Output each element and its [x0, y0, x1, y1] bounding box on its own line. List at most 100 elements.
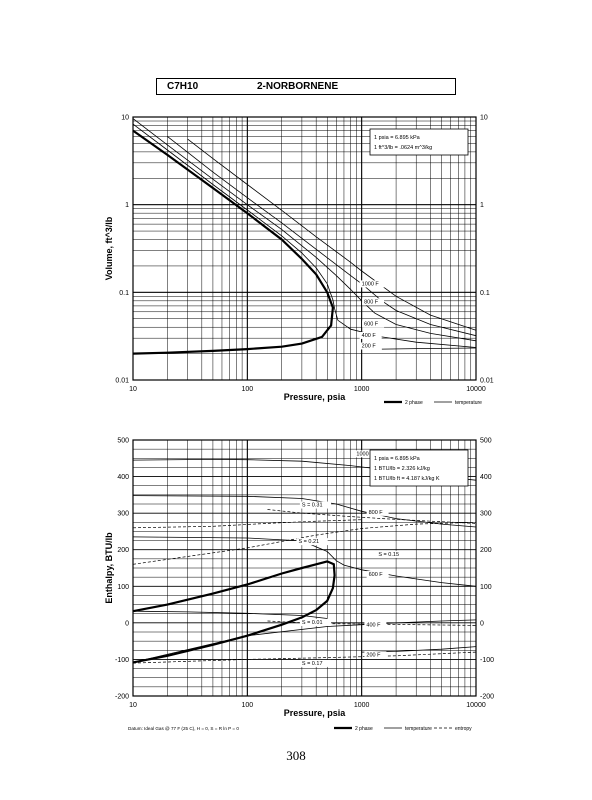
series-line-temperature: [132, 536, 477, 587]
y-tick-label-right: 0: [480, 620, 484, 627]
legend-label: entropy: [455, 726, 472, 732]
x-tick-label: 1000: [354, 702, 370, 709]
isotherm-label: 400 F: [366, 623, 381, 629]
x-tick-label: 10000: [466, 702, 486, 709]
label-background: [376, 550, 408, 558]
plot-frame: [132, 116, 477, 381]
series-line-temperature: [187, 138, 477, 331]
conversion-text: 1 psia = 6.895 kPa: [374, 135, 421, 141]
y-axis-label: Enthalpy, BTU/lb: [104, 532, 114, 604]
series-line-temperature: [132, 619, 477, 663]
label-background: [299, 618, 332, 626]
label-background: [366, 508, 389, 516]
y-tick-label-left: 100: [117, 584, 129, 591]
chemical-name: 2-NORBORNENE: [257, 81, 339, 92]
chart-title-box: C7H10 2-NORBORNENE: [156, 78, 456, 95]
y-tick-label-right: -200: [480, 694, 494, 701]
y-tick-label-right: 500: [480, 438, 492, 445]
series-line-temperature: [381, 347, 477, 350]
x-axis-label: Pressure, psia: [284, 708, 347, 718]
entropy-label: S = 0.31: [302, 503, 323, 509]
series-line-entropy: [267, 509, 477, 524]
y-tick-label-right: 400: [480, 474, 492, 481]
conversion-text: 1 ft^3/lb = .0624 m^3/kg: [374, 145, 432, 151]
conversion-text: 1 BTU/lb = 2.326 kJ/kg: [374, 466, 430, 472]
conversion-box: [369, 128, 469, 156]
label-background: [359, 280, 386, 288]
series-line-2-phase: [132, 129, 335, 355]
y-tick-label-left: 0.1: [119, 290, 129, 297]
conversion-text: 1 BTU/lb ft = 4.187 kJ/kg K: [374, 476, 440, 482]
x-tick-label: 100: [241, 702, 253, 709]
page-number: 308: [286, 748, 306, 763]
y-tick-label-left: 200: [117, 547, 129, 554]
y-tick-label-right: 200: [480, 547, 492, 554]
x-axis-label: Pressure, psia: [284, 392, 347, 402]
entropy-label: S = 0.15: [378, 552, 399, 558]
isotherm-label: 400 F: [362, 333, 377, 339]
series-line-temperature: [361, 646, 477, 653]
y-tick-label-right: 300: [480, 511, 492, 518]
legend-label: temperature: [405, 726, 432, 732]
y-tick-label-left: -200: [115, 694, 129, 701]
legend-label: 2 phase: [355, 726, 373, 732]
isotherm-label: 200 F: [362, 343, 377, 349]
y-tick-label-left: 10: [121, 115, 129, 122]
isotherm-label: 800 F: [364, 299, 379, 305]
y-tick-label-left: 0: [125, 620, 129, 627]
entropy-label: S = 0.01: [302, 620, 323, 626]
entropy-label: S = 0.21: [298, 539, 319, 545]
isotherm-label: 1000 F: [356, 451, 374, 457]
label-background: [362, 320, 385, 328]
label-background: [359, 331, 382, 339]
y-tick-label-left: 0.01: [115, 378, 129, 385]
label-background: [364, 651, 387, 659]
chemical-formula: C7H10: [167, 81, 199, 92]
legend: 2 phase temperature: [384, 400, 482, 406]
y-tick-label-right: 100: [480, 584, 492, 591]
y-tick-label-left: -100: [115, 657, 129, 664]
x-tick-label: 10000: [466, 386, 486, 393]
label-background: [299, 659, 332, 667]
x-tick-label: 100: [241, 386, 253, 393]
y-tick-label-right: 0.01: [480, 378, 494, 385]
y-tick-label-right: 0.1: [480, 290, 490, 297]
series-line-temperature: [132, 610, 328, 619]
conversion-box: [369, 449, 469, 487]
x-tick-label: 10: [129, 702, 137, 709]
series-line-temperature: [132, 495, 477, 528]
label-background: [359, 342, 382, 350]
label-background: [366, 571, 389, 579]
legend-label: 2 phase: [405, 400, 423, 406]
footnote: Datum: Ideal Gas @ 77 F (25 C), H = 0, S…: [128, 726, 239, 731]
isotherm-label: 200 F: [366, 653, 381, 659]
y-tick-label-right: -100: [480, 657, 494, 664]
conversion-text: 1 psia = 6.895 kPa: [374, 456, 421, 462]
entropy-label: S = 0.17: [302, 661, 323, 667]
y-tick-label-left: 300: [117, 511, 129, 518]
isotherm-label: 800 F: [369, 510, 384, 516]
label-background: [362, 298, 385, 306]
series-line-entropy: [132, 651, 477, 664]
label-background: [364, 621, 387, 629]
series-line-temperature: [132, 118, 477, 342]
y-axis-label: Volume, ft^3/lb: [104, 216, 114, 280]
x-tick-label: 1000: [354, 386, 370, 393]
isotherm-label: 600 F: [369, 572, 384, 578]
chart-volume: 10 100 1000 10000 10 10 1 1 0.1 0.1 0.01 0.01 Pressu…: [104, 115, 494, 407]
y-tick-label-right: 10: [480, 115, 488, 122]
series-line-entropy: [132, 521, 477, 565]
series-line-temperature: [167, 136, 477, 337]
y-tick-label-left: 400: [117, 474, 129, 481]
label-background: [299, 501, 332, 509]
legend: 2 phase temperature entropy: [334, 726, 472, 732]
x-tick-label: 10: [129, 386, 137, 393]
plot-frame: [132, 439, 477, 697]
y-tick-label-left: 500: [117, 438, 129, 445]
legend-label: temperature: [455, 400, 482, 406]
y-tick-label-right: 1: [480, 202, 484, 209]
label-background: [354, 450, 381, 458]
isotherm-label: 1000 F: [362, 281, 380, 287]
